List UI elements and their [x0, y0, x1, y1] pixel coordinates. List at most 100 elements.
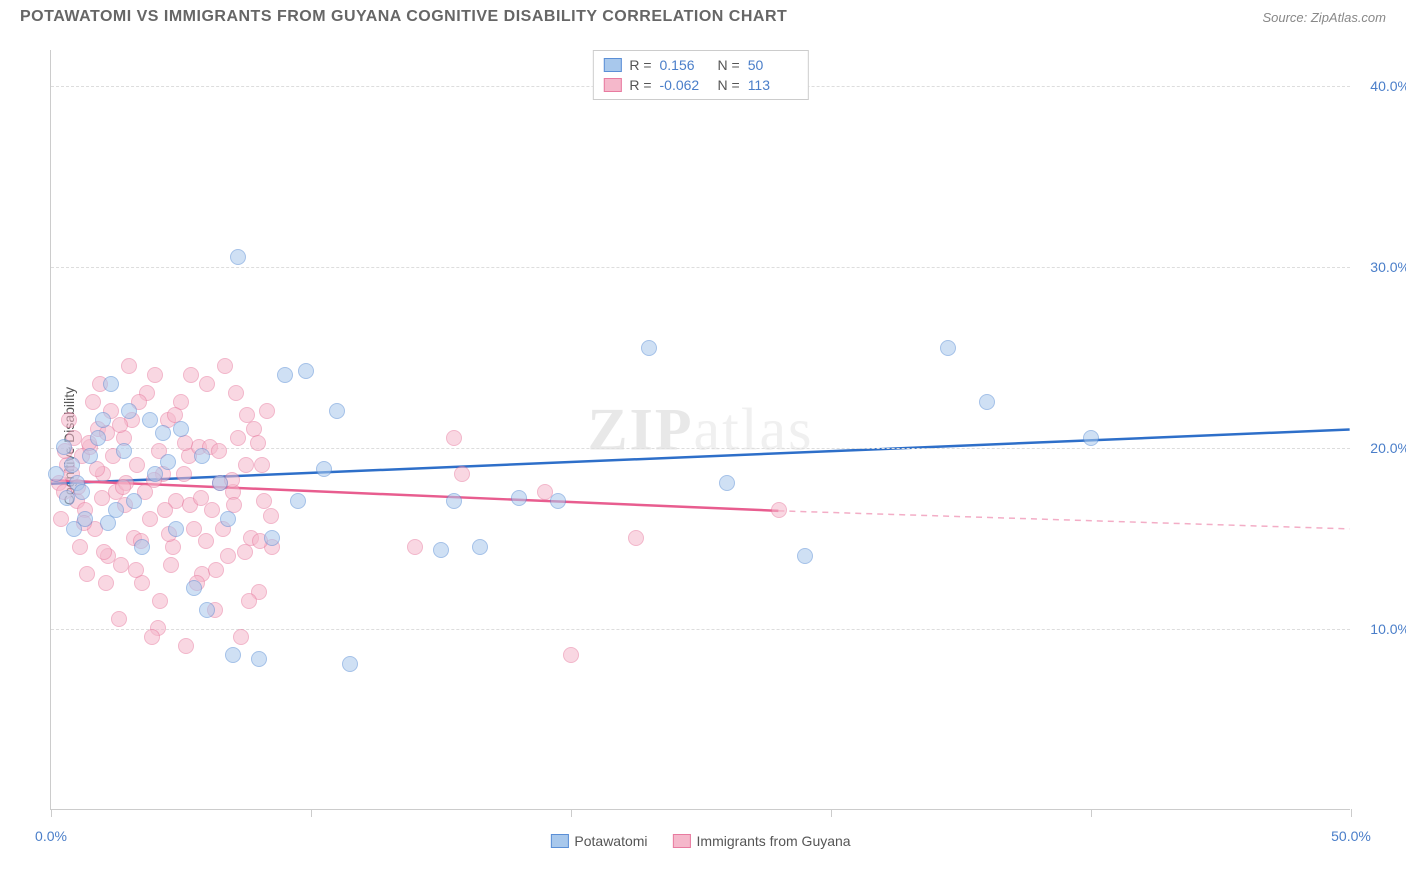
legend-item-series-1: Potawatomi	[550, 833, 647, 849]
scatter-point	[183, 367, 199, 383]
series-2-name: Immigrants from Guyana	[697, 833, 851, 849]
y-tick-label: 40.0%	[1370, 78, 1406, 94]
scatter-point	[238, 457, 254, 473]
scatter-point	[199, 376, 215, 392]
legend-item-series-2: Immigrants from Guyana	[673, 833, 851, 849]
swatch-series-2	[603, 78, 621, 92]
swatch-series-2	[673, 834, 691, 848]
x-tick-label: 50.0%	[1331, 828, 1371, 844]
scatter-point	[126, 493, 142, 509]
scatter-point	[112, 417, 128, 433]
scatter-point	[186, 580, 202, 596]
correlation-legend: R = 0.156 N = 50 R = -0.062 N = 113	[592, 50, 808, 100]
scatter-point	[940, 340, 956, 356]
scatter-point	[511, 490, 527, 506]
scatter-point	[254, 457, 270, 473]
swatch-series-1	[550, 834, 568, 848]
scatter-point	[208, 562, 224, 578]
scatter-point	[550, 493, 566, 509]
scatter-point	[454, 466, 470, 482]
gridline-h	[51, 267, 1350, 268]
x-tick	[571, 809, 572, 817]
scatter-point	[212, 475, 228, 491]
scatter-point	[220, 548, 236, 564]
scatter-point	[342, 656, 358, 672]
series-legend: Potawatomi Immigrants from Guyana	[550, 833, 850, 849]
scatter-point	[144, 629, 160, 645]
legend-row-series-2: R = -0.062 N = 113	[603, 75, 797, 95]
scatter-point	[628, 530, 644, 546]
x-tick-label: 0.0%	[35, 828, 67, 844]
scatter-point	[72, 539, 88, 555]
scatter-point	[211, 443, 227, 459]
scatter-point	[259, 403, 275, 419]
scatter-point	[121, 403, 137, 419]
scatter-point	[157, 502, 173, 518]
scatter-point	[290, 493, 306, 509]
scatter-point	[233, 629, 249, 645]
scatter-point	[241, 593, 257, 609]
scatter-point	[147, 367, 163, 383]
r-value-series-2: -0.062	[660, 77, 710, 93]
scatter-point	[90, 430, 106, 446]
r-label: R =	[629, 77, 651, 93]
scatter-point	[121, 358, 137, 374]
scatter-point	[246, 421, 262, 437]
scatter-point	[230, 430, 246, 446]
x-tick	[51, 809, 52, 817]
scatter-point	[797, 548, 813, 564]
scatter-point	[239, 407, 255, 423]
scatter-point	[96, 544, 112, 560]
scatter-point	[103, 376, 119, 392]
x-tick	[311, 809, 312, 817]
scatter-point	[82, 448, 98, 464]
scatter-point	[277, 367, 293, 383]
scatter-point	[298, 363, 314, 379]
scatter-point	[95, 412, 111, 428]
scatter-point	[264, 530, 280, 546]
scatter-point	[61, 412, 77, 428]
gridline-h	[51, 448, 1350, 449]
x-tick	[831, 809, 832, 817]
gridline-h	[51, 629, 1350, 630]
y-tick-label: 10.0%	[1370, 621, 1406, 637]
scatter-point	[74, 484, 90, 500]
scatter-point	[220, 511, 236, 527]
scatter-point	[204, 502, 220, 518]
n-value-series-2: 113	[748, 77, 798, 93]
scatter-point	[98, 575, 114, 591]
scatter-point	[433, 542, 449, 558]
scatter-point	[979, 394, 995, 410]
scatter-point	[407, 539, 423, 555]
scatter-point	[446, 493, 462, 509]
x-tick	[1091, 809, 1092, 817]
source-attribution: Source: ZipAtlas.com	[1262, 10, 1386, 25]
scatter-point	[250, 435, 266, 451]
scatter-point	[251, 651, 267, 667]
scatter-point	[237, 544, 253, 560]
scatter-point	[316, 461, 332, 477]
scatter-point	[193, 490, 209, 506]
watermark: ZIPatlas	[588, 395, 814, 464]
scatter-point	[142, 511, 158, 527]
scatter-point	[563, 647, 579, 663]
n-label: N =	[718, 57, 740, 73]
scatter-point	[115, 479, 131, 495]
scatter-point	[1083, 430, 1099, 446]
scatter-point	[128, 562, 144, 578]
scatter-point	[177, 435, 193, 451]
scatter-point	[94, 490, 110, 506]
scatter-point	[134, 539, 150, 555]
scatter-point	[48, 466, 64, 482]
y-tick-label: 30.0%	[1370, 259, 1406, 275]
scatter-point	[446, 430, 462, 446]
chart-plot-area: ZIPatlas R = 0.156 N = 50 R = -0.062 N =…	[50, 50, 1350, 810]
scatter-point	[199, 602, 215, 618]
scatter-point	[263, 508, 279, 524]
series-1-name: Potawatomi	[574, 833, 647, 849]
scatter-point	[111, 611, 127, 627]
scatter-point	[59, 490, 75, 506]
scatter-point	[108, 502, 124, 518]
scatter-point	[178, 638, 194, 654]
y-tick-label: 20.0%	[1370, 440, 1406, 456]
